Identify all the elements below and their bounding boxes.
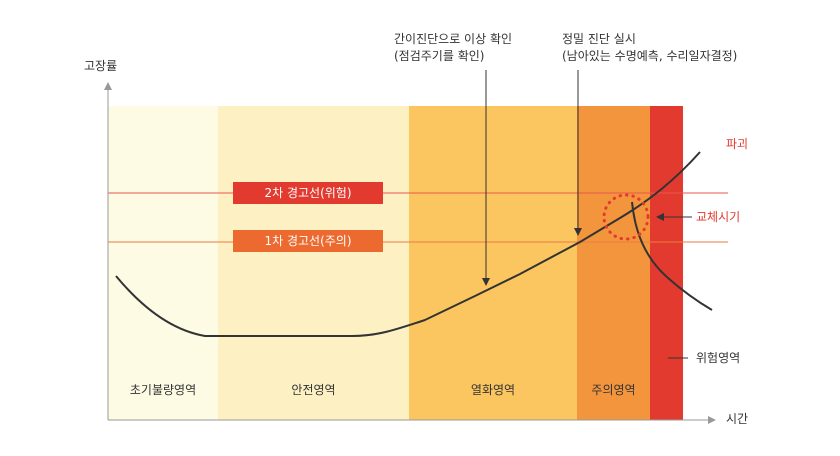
precise-diagnosis-subtitle: (남아있는 수명예측, 수리일자결정): [562, 49, 738, 63]
y-axis-label: 고장률: [84, 59, 118, 73]
simple-diagnosis-title: 간이진단으로 이상 확인: [394, 32, 513, 46]
x-axis-label: 시간: [726, 412, 749, 426]
simple-diagnosis-arrowhead-icon: [482, 278, 490, 286]
y-axis-arrow-icon: [104, 82, 112, 90]
zone-label-degradation: 열화영역: [470, 383, 516, 397]
replacement-branch-curve: [631, 201, 713, 311]
zone-danger-band: [650, 106, 683, 420]
zone-safe-band: [218, 106, 409, 420]
x-axis-arrow-icon: [708, 416, 716, 424]
zone-initial-band: [108, 106, 218, 420]
replacement-time-arrowhead-icon: [656, 213, 664, 221]
simple-diagnosis-subtitle: (점검주기를 확인): [394, 49, 485, 63]
failure-label: 파괴: [726, 137, 749, 151]
failure-rate-curve: [115, 151, 701, 337]
zone-label-caution: 주의영역: [591, 383, 636, 397]
second-warning-label: 2차 경고선(위험): [233, 182, 383, 204]
replacement-point-circle: [602, 193, 650, 241]
zone-label-safe: 안전영역: [291, 383, 336, 397]
first-warning-label: 1차 경고선(주의): [233, 230, 383, 252]
precise-diagnosis-title: 정밀 진단 실시: [562, 32, 636, 46]
zone-label-danger: 위험영역: [696, 351, 741, 365]
zone-label-initial: 초기불량영역: [129, 383, 197, 397]
zone-degradation-band: [409, 106, 577, 420]
replacement-time-label: 교체시기: [696, 210, 741, 224]
zone-caution-band: [577, 106, 650, 420]
precise-diagnosis-arrowhead-icon: [574, 228, 582, 236]
